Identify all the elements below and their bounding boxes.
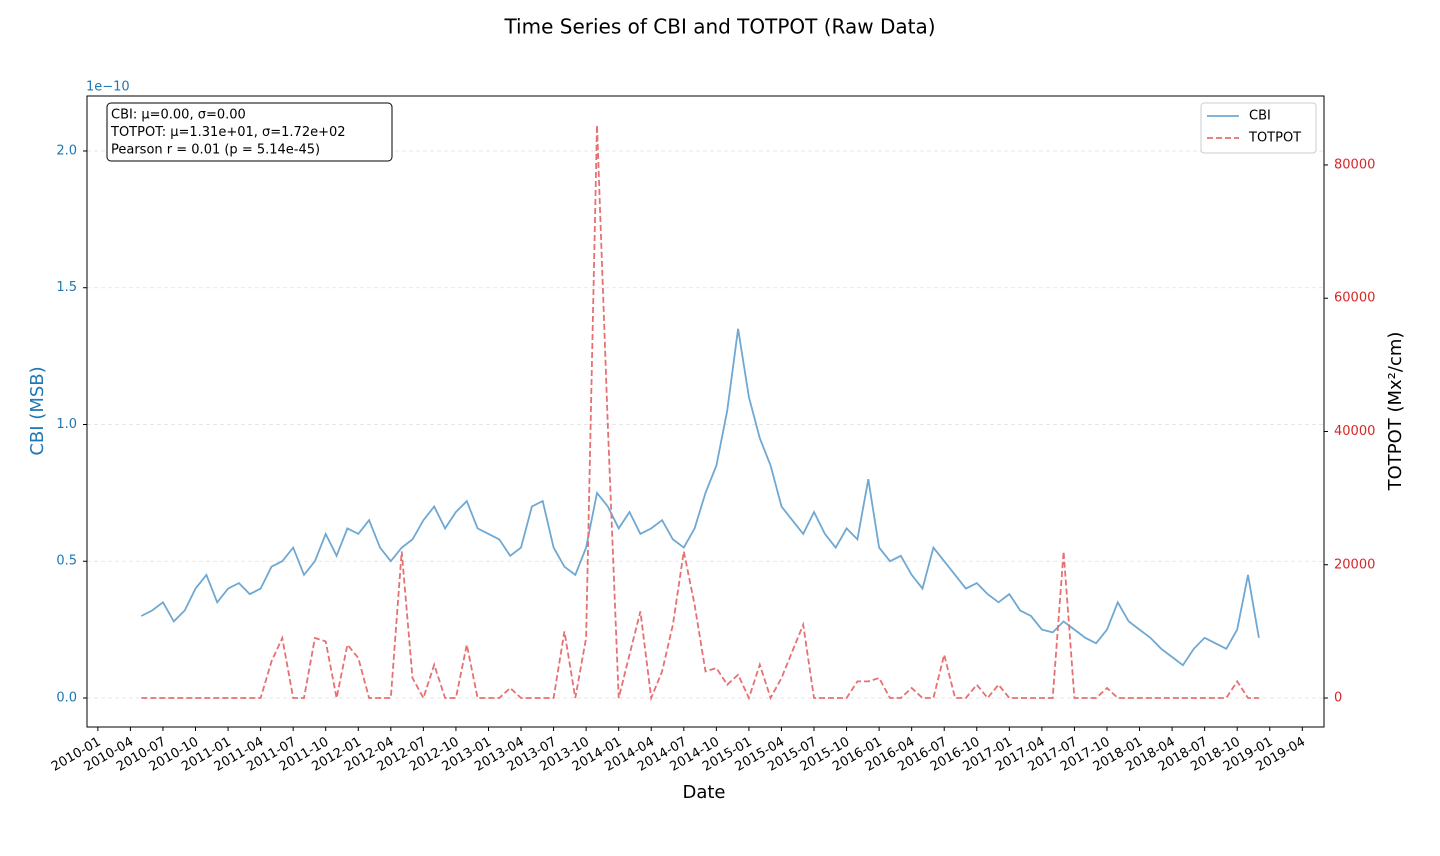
y2-axis-label: TOTPOT (Mx²/cm) <box>1385 332 1406 492</box>
legend-label: TOTPOT <box>1248 131 1301 146</box>
y-tick-label: 0.0 <box>56 691 77 706</box>
x-axis-label: Date <box>682 782 725 803</box>
y2-tick-label: 0 <box>1334 691 1342 706</box>
y-tick-label: 2.0 <box>56 143 77 158</box>
y2-tick-label: 80000 <box>1334 157 1375 172</box>
stats-box <box>106 102 393 162</box>
y-axis-label: CBI (MSB) <box>27 366 48 455</box>
legend-label: CBI <box>1249 109 1271 124</box>
data-line <box>141 124 1259 702</box>
data-line <box>140 328 1260 667</box>
y-tick-label: 1.5 <box>56 280 77 295</box>
stats-text: Pearson r = 0.01 (p = 5.14e-45) <box>111 143 320 158</box>
y2-tick-label: 60000 <box>1334 291 1375 306</box>
plot-frame <box>86 95 1325 728</box>
y-tick-label: 0.5 <box>56 554 77 569</box>
y-offset-label: 1e−10 <box>86 80 130 95</box>
chart-title: Time Series of CBI and TOTPOT (Raw Data) <box>503 15 935 39</box>
stats-text: TOTPOT: μ=1.31e+01, σ=1.72e+02 <box>110 125 346 140</box>
stats-text: CBI: μ=0.00, σ=0.00 <box>111 108 246 123</box>
y-tick-label: 1.0 <box>56 417 77 432</box>
y2-tick-label: 40000 <box>1334 424 1375 439</box>
y2-tick-label: 20000 <box>1334 557 1375 572</box>
